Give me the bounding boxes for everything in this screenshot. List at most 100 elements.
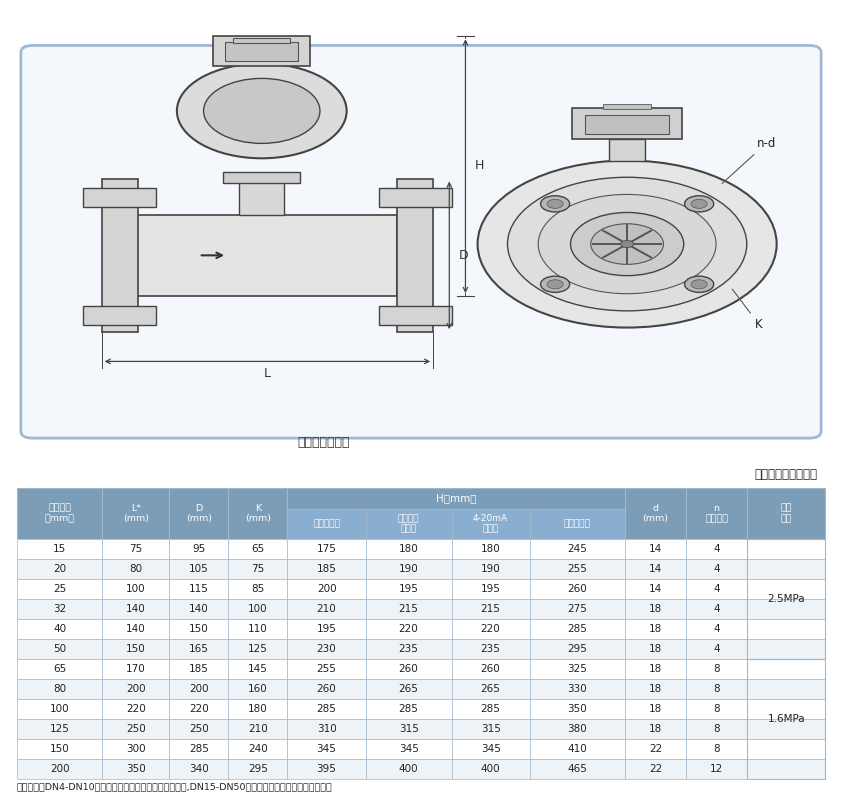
Bar <box>686 599 747 619</box>
Bar <box>17 719 103 739</box>
Text: 100: 100 <box>248 604 268 614</box>
Bar <box>747 719 825 739</box>
Text: 330: 330 <box>568 684 587 694</box>
Text: 200: 200 <box>126 684 146 694</box>
Bar <box>228 759 287 779</box>
Bar <box>686 579 747 599</box>
Bar <box>686 559 747 579</box>
Bar <box>287 619 365 639</box>
Bar <box>365 759 451 779</box>
Bar <box>169 679 228 699</box>
Text: K
(mm): K (mm) <box>245 504 271 523</box>
Bar <box>379 188 451 206</box>
Text: D
(mm): D (mm) <box>186 504 212 523</box>
Text: 400: 400 <box>481 764 500 775</box>
Text: 340: 340 <box>189 764 209 775</box>
Bar <box>530 639 625 659</box>
Bar <box>287 599 365 619</box>
Text: 200: 200 <box>50 764 69 775</box>
Text: 285: 285 <box>398 704 418 714</box>
Circle shape <box>547 199 563 209</box>
Text: 8: 8 <box>713 664 720 674</box>
Bar <box>287 509 365 539</box>
Bar <box>17 659 103 679</box>
Text: 265: 265 <box>481 684 500 694</box>
Bar <box>747 539 825 559</box>
Bar <box>451 719 530 739</box>
Text: 4: 4 <box>713 644 720 654</box>
Text: 180: 180 <box>248 704 268 714</box>
Text: 18: 18 <box>649 664 662 674</box>
Text: 95: 95 <box>192 544 205 554</box>
Text: 465: 465 <box>568 764 588 775</box>
Bar <box>17 539 103 559</box>
Text: 240: 240 <box>248 744 268 754</box>
Text: 22: 22 <box>649 764 662 775</box>
Bar <box>228 739 287 759</box>
Bar <box>287 559 365 579</box>
Bar <box>747 599 825 619</box>
Text: 65: 65 <box>251 544 264 554</box>
Text: 235: 235 <box>398 644 418 654</box>
Text: L*
(mm): L* (mm) <box>123 504 149 523</box>
Circle shape <box>571 213 684 276</box>
Bar <box>103 619 169 639</box>
Text: 140: 140 <box>126 604 146 614</box>
Text: n
（孔数）: n （孔数） <box>705 504 728 523</box>
Bar <box>169 599 228 619</box>
Bar <box>365 539 451 559</box>
Text: 20: 20 <box>53 564 67 574</box>
Bar <box>103 739 169 759</box>
Text: 215: 215 <box>398 604 418 614</box>
Bar <box>451 619 530 639</box>
Bar <box>530 739 625 759</box>
Bar <box>573 108 682 139</box>
Text: 195: 195 <box>481 584 500 594</box>
Text: 110: 110 <box>248 624 268 634</box>
Bar <box>365 579 451 599</box>
Bar <box>530 719 625 739</box>
Bar <box>17 759 103 779</box>
Bar <box>530 699 625 719</box>
Text: 250: 250 <box>189 725 209 734</box>
Bar <box>451 659 530 679</box>
Text: 智能显示型: 智能显示型 <box>564 519 591 528</box>
Bar <box>103 599 169 619</box>
Circle shape <box>541 276 570 293</box>
Text: 190: 190 <box>481 564 500 574</box>
Text: 350: 350 <box>568 704 587 714</box>
Text: 150: 150 <box>189 624 209 634</box>
Text: 230: 230 <box>317 644 337 654</box>
Bar <box>169 559 228 579</box>
Bar <box>625 539 686 559</box>
Text: 200: 200 <box>189 684 209 694</box>
Text: 185: 185 <box>317 564 337 574</box>
Bar <box>287 539 365 559</box>
Text: 265: 265 <box>398 684 418 694</box>
Text: 18: 18 <box>649 725 662 734</box>
Text: 说明：以上DN4-DN10流量传感器含出厂标配的直管段尺寸,DN15-DN50口径流量传感器不含直管段尺寸。: 说明：以上DN4-DN10流量传感器含出厂标配的直管段尺寸,DN15-DN50口… <box>17 782 333 791</box>
Text: 4-20mA
输出型: 4-20mA 输出型 <box>473 514 509 534</box>
FancyBboxPatch shape <box>21 45 821 438</box>
Bar <box>625 559 686 579</box>
Text: 255: 255 <box>568 564 588 574</box>
Text: 185: 185 <box>189 664 209 674</box>
Text: 210: 210 <box>317 604 337 614</box>
Bar <box>226 42 298 61</box>
Text: 115: 115 <box>189 584 209 594</box>
Bar <box>169 488 228 539</box>
Text: 145: 145 <box>248 664 268 674</box>
Bar <box>103 539 169 559</box>
Text: 4: 4 <box>713 544 720 554</box>
Text: 190: 190 <box>399 564 418 574</box>
Text: 18: 18 <box>649 684 662 694</box>
Bar <box>287 739 365 759</box>
Bar <box>686 739 747 759</box>
Bar <box>287 719 365 739</box>
Text: 防爆脉冲
输出型: 防爆脉冲 输出型 <box>398 514 419 534</box>
Text: 315: 315 <box>398 725 418 734</box>
Text: 18: 18 <box>649 624 662 634</box>
Bar <box>451 699 530 719</box>
Text: 1.6MPa: 1.6MPa <box>767 714 805 725</box>
Bar <box>686 488 747 539</box>
